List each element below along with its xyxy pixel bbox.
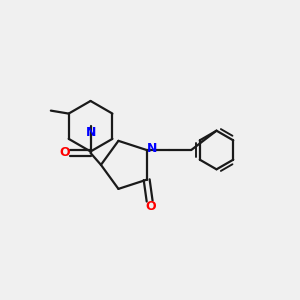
Text: O: O (145, 200, 155, 213)
Text: N: N (86, 126, 96, 139)
Text: N: N (147, 142, 157, 155)
Text: O: O (59, 146, 70, 160)
